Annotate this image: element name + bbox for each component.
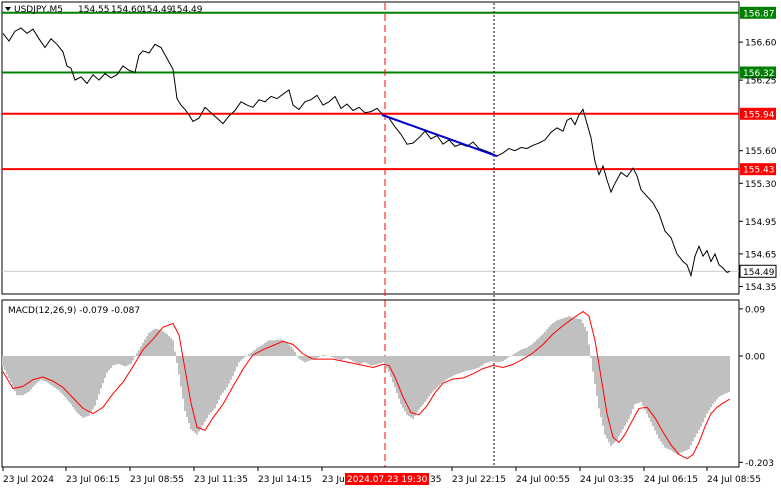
level-label-box — [740, 107, 776, 120]
ohlc-close: 154.49 — [171, 5, 203, 15]
dropdown-triangle-icon[interactable] — [5, 7, 11, 11]
macd-histogram — [2, 316, 730, 455]
time-tick-label: 24 Jul 06:15 — [644, 475, 698, 485]
symbol-label: USDJPY,M5 — [14, 5, 63, 15]
level-label: 155.94 — [743, 110, 775, 120]
level-label: 155.43 — [743, 166, 775, 176]
level-label-box — [740, 6, 776, 19]
price-series-line — [2, 27, 731, 278]
ohlc-high: 154.60 — [111, 5, 143, 15]
cursor-time-label: 2024.07.23 19:30 — [347, 475, 428, 485]
time-tick-label: 24 Jul 08:55 — [707, 475, 761, 485]
time-tick-label: 23 Jul 11:35 — [194, 475, 248, 485]
price-tick-label: 156.25 — [745, 77, 777, 87]
price-tick-label: 154.95 — [745, 218, 777, 228]
macd-signal-line — [2, 310, 731, 460]
time-tick-label: 24 Jul 00:55 — [516, 475, 570, 485]
time-tick-label: 23 Jul 06:15 — [66, 475, 120, 485]
current-price-label: 154.49 — [743, 268, 775, 278]
ohlc-open: 154.55 — [78, 5, 110, 15]
time-tick-label: 23 Jul 2024 — [3, 475, 54, 485]
price-axis: 156.87 156.32 155.94 155.43 156.60 156.25 155.… — [739, 6, 777, 293]
macd-panel: MACD(12,26,9) -0.079 -0.087 — [1, 299, 740, 468]
time-tick-label: 23 Jul 14:15 — [258, 475, 312, 485]
macd-tick-label: 0.09 — [745, 305, 765, 315]
price-tick-label: 154.65 — [745, 250, 777, 260]
time-tick-label: 35 — [430, 475, 441, 485]
price-tick-label: 156.60 — [745, 39, 777, 49]
macd-tick-label: 0.00 — [745, 353, 765, 363]
time-tick-label: 24 Jul 03:35 — [580, 475, 634, 485]
chart-header: USDJPY,M5 154.55 154.60 154.49 154.49 — [5, 5, 203, 15]
time-tick-label: 23 Jul 08:55 — [130, 475, 184, 485]
cursor-time-box — [345, 473, 429, 485]
ohlc-low: 154.49 — [141, 5, 173, 15]
price-tick-label: 155.60 — [745, 147, 777, 157]
macd-label: MACD(12,26,9) -0.079 -0.087 — [8, 306, 140, 316]
horizontal-levels — [2, 11, 739, 171]
price-tick-label: 154.35 — [745, 283, 777, 293]
level-label: 156.87 — [743, 9, 775, 19]
price-panel: USDJPY,M5 154.55 154.60 154.49 154.49 — [1, 1, 740, 467]
level-label-box — [740, 163, 776, 176]
level-label-box — [740, 66, 776, 79]
macd-axis: 0.09 0.00 -0.203 — [739, 305, 774, 469]
level-label: 156.32 — [743, 69, 775, 79]
time-tick-label: 23 Jul 22:15 — [452, 475, 506, 485]
trend-line[interactable] — [381, 113, 498, 158]
macd-tick-label: -0.203 — [745, 459, 774, 469]
price-tick-label: 155.30 — [745, 180, 777, 190]
current-price-box — [739, 264, 777, 278]
time-axis: 23 Jul 2024 23 Jul 06:15 23 Jul 08:55 23 Ju… — [2, 467, 761, 485]
time-tick-label: 23 Jul — [322, 475, 347, 485]
